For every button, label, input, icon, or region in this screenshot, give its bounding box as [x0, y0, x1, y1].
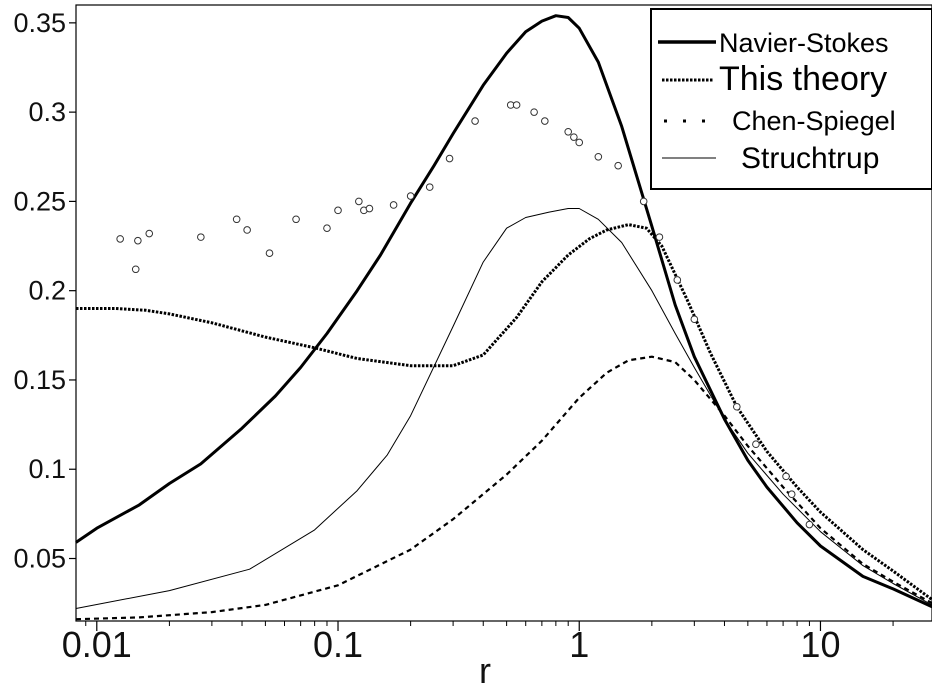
data-point — [530, 108, 538, 116]
data-point — [655, 233, 664, 241]
series-layer — [75, 14, 932, 621]
data-point — [116, 235, 124, 243]
x-axis-label: r — [479, 650, 491, 688]
y-tick-label: 0.3 — [28, 97, 66, 127]
data-point — [575, 138, 584, 147]
data-point — [131, 265, 140, 274]
y-axis-ticks: 0.05 0.1 0.15 0.2 0.25 0.3 0.35 — [13, 8, 76, 574]
data-point — [471, 117, 479, 125]
data-point — [690, 315, 699, 324]
data-point — [541, 117, 549, 125]
data-point — [425, 183, 434, 191]
series-line-navier-stokes — [75, 14, 932, 609]
y-tick-label: 0.05 — [13, 544, 66, 574]
legend-label-navier-stokes: Navier-Stokes — [719, 28, 889, 58]
y-tick-label: 0.25 — [13, 186, 66, 216]
data-point — [805, 520, 814, 529]
data-point — [134, 236, 142, 245]
data-point — [787, 490, 796, 499]
data-point — [365, 204, 374, 213]
x-axis-ticks: 0.01 0.1 1 10 — [62, 621, 894, 665]
data-point — [614, 161, 622, 170]
data-point — [673, 276, 682, 284]
data-point — [512, 101, 521, 109]
data-point — [406, 192, 415, 200]
legend-entry-this-theory: This theory — [662, 60, 887, 98]
data-point — [334, 206, 342, 215]
data-point — [145, 229, 154, 238]
data-point — [782, 472, 790, 481]
plot-frame — [75, 4, 932, 622]
x-tick-label: 0.1 — [313, 624, 363, 665]
data-point — [292, 215, 300, 224]
data-point — [445, 154, 454, 163]
legend-entry-navier-stokes: Navier-Stokes — [658, 28, 889, 58]
data-point — [232, 215, 241, 224]
series-line-struchtrup — [75, 208, 932, 609]
legend: Navier-Stokes This theory Chen-Spiegel S… — [650, 8, 932, 190]
x-tick-label: 1 — [569, 624, 589, 665]
series-line-chen-spiegel — [75, 355, 932, 621]
data-point — [564, 127, 572, 136]
data-point — [323, 224, 331, 232]
y-tick-label: 0.35 — [13, 8, 66, 38]
data-point — [243, 226, 251, 234]
data-point — [752, 440, 760, 449]
data-point — [733, 402, 741, 411]
marker-layer — [116, 101, 814, 529]
x-tick-label: 10 — [800, 624, 840, 665]
legend-entry-struchtrup: Struchtrup — [662, 142, 879, 175]
y-tick-label: 0.15 — [13, 365, 66, 395]
legend-box — [650, 8, 932, 190]
data-point — [594, 152, 603, 161]
legend-label-chen-spiegel: Chen-Spiegel — [732, 106, 896, 136]
y-tick-label: 0.2 — [28, 276, 66, 306]
legend-label-struchtrup: Struchtrup — [741, 142, 879, 175]
legend-entry-chen-spiegel: Chen-Spiegel — [664, 106, 896, 136]
data-point — [570, 133, 578, 141]
x-tick-label: 0.01 — [62, 624, 132, 665]
data-point — [389, 201, 398, 209]
legend-label-this-theory: This theory — [719, 60, 887, 98]
y-tick-label: 0.1 — [28, 454, 66, 484]
data-point — [639, 197, 648, 206]
series-line-this-theory — [76, 223, 932, 601]
data-point — [355, 197, 363, 206]
data-point — [265, 249, 274, 257]
data-point — [197, 233, 205, 241]
